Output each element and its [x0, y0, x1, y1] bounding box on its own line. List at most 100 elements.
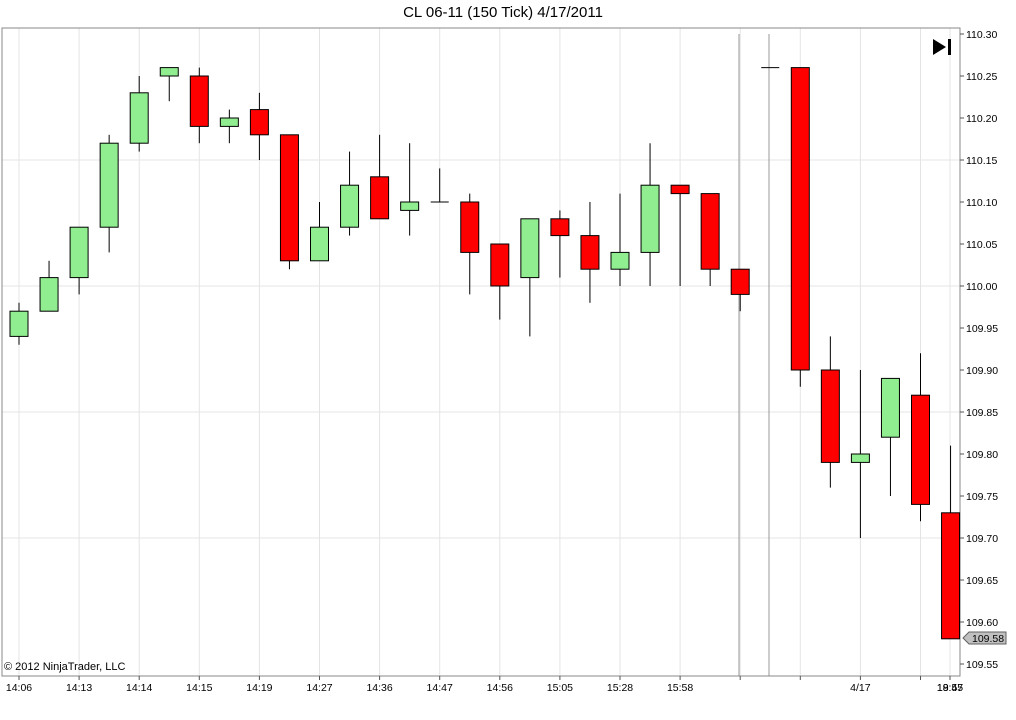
- candle: [370, 134, 390, 220]
- y-tick-label: 110.30: [966, 29, 997, 41]
- candle-body-up: [9, 310, 29, 337]
- y-tick-label: 109.65: [966, 575, 998, 587]
- candle: [99, 134, 119, 253]
- candle-body-down: [911, 394, 930, 505]
- candle-body-down: [370, 176, 390, 220]
- y-axis: 110.30 110.25 110.20 110.15 110.10 110.05 110.…: [960, 29, 998, 671]
- candle-body-up: [640, 184, 660, 253]
- candle-body-down: [700, 193, 720, 270]
- candle: [880, 377, 900, 496]
- y-tick-label: 109.55: [966, 659, 998, 671]
- copyright-notice: © 2012 NinjaTrader, LLC: [4, 661, 126, 673]
- y-tick-label: 110.25: [966, 71, 997, 83]
- x-tick-label: 14:47: [427, 682, 453, 694]
- x-tick-label: 15:58: [667, 682, 693, 694]
- candle-body-down: [279, 134, 299, 262]
- candle: [850, 370, 870, 538]
- candle-body-up: [400, 201, 420, 211]
- x-tick-label: 14:27: [306, 682, 332, 694]
- candle-body-up: [310, 226, 329, 262]
- x-tick-label: 14:06: [6, 682, 32, 694]
- y-tick-label: 109.75: [966, 491, 998, 503]
- grid-lines: [2, 28, 960, 676]
- skip-to-end-icon[interactable]: [932, 37, 954, 59]
- candle-body-down: [820, 369, 840, 463]
- candle-body-up: [99, 142, 119, 228]
- y-tick-label: 109.80: [966, 449, 998, 461]
- candle-body-down: [941, 512, 961, 640]
- candle: [310, 202, 329, 262]
- candle-body-up: [69, 226, 89, 279]
- candle-body-down: [550, 218, 570, 237]
- y-tick-label: 109.90: [966, 365, 998, 377]
- candle: [460, 193, 480, 295]
- x-axis: 14:06 14:13 14:14 14:15 14:19 14:27 14:36 14:47…: [6, 676, 963, 694]
- candle: [700, 193, 720, 286]
- candle: [340, 151, 360, 236]
- x-tick-label: 14:19: [246, 682, 272, 694]
- y-tick-label: 110.20: [966, 113, 997, 125]
- candle-body-down: [189, 75, 209, 127]
- candle-body-down: [670, 184, 690, 195]
- candles: [9, 67, 961, 640]
- candle: [911, 353, 930, 522]
- candle: [640, 143, 660, 286]
- candle-body-down: [460, 201, 480, 253]
- x-tick-label: 18:45: [937, 682, 963, 694]
- candle-body-up: [850, 453, 870, 463]
- x-tick-label: 14:14: [126, 682, 152, 694]
- y-tick-label: 110.10: [966, 197, 997, 209]
- y-tick-label: 110.05: [966, 239, 997, 251]
- y-tick-label: 109.60: [966, 617, 998, 629]
- candle-body-down: [730, 268, 750, 295]
- candle-body-up: [159, 67, 179, 77]
- candle: [790, 67, 810, 387]
- candle: [159, 67, 179, 102]
- candle: [39, 260, 59, 312]
- candle: [189, 67, 209, 144]
- candle-body-down: [580, 235, 600, 270]
- candle: [400, 143, 420, 236]
- candle: [610, 193, 630, 286]
- candle: [820, 336, 840, 488]
- candle: [670, 184, 690, 286]
- candle-body-up: [520, 218, 540, 279]
- candle: [249, 92, 269, 160]
- x-tick-label: 4/17: [850, 682, 871, 694]
- candle: [9, 302, 29, 345]
- candle-body-down: [490, 243, 510, 287]
- y-tick-label: 109.70: [966, 533, 998, 545]
- candle: [580, 202, 600, 303]
- candle: [219, 109, 239, 144]
- y-tick-label: 109.95: [966, 323, 998, 335]
- candle: [69, 226, 89, 295]
- x-tick-label: 14:15: [186, 682, 212, 694]
- candle: [279, 134, 299, 270]
- candle: [730, 268, 750, 312]
- candle-body-up: [39, 277, 59, 312]
- candle-body-down: [790, 67, 810, 371]
- x-tick-label: 14:56: [487, 682, 513, 694]
- candle: [129, 76, 149, 152]
- y-tick-label: 109.85: [966, 407, 998, 419]
- x-tick-label: 15:05: [547, 682, 573, 694]
- candle-body-up: [129, 92, 149, 144]
- last-price-marker: 109.58: [962, 631, 1007, 645]
- candle-body-down: [249, 109, 269, 136]
- candle: [520, 218, 540, 337]
- chart-title: CL 06-11 (150 Tick) 4/17/2011: [403, 4, 603, 21]
- candle: [550, 210, 570, 278]
- x-tick-label: 15:28: [607, 682, 633, 694]
- candle: [941, 445, 961, 640]
- candle-body-up: [340, 184, 360, 228]
- candle: [490, 243, 510, 320]
- x-tick-label: 14:36: [366, 682, 392, 694]
- candle-body-up: [610, 251, 630, 270]
- candle: [430, 168, 449, 203]
- x-tick-label: 14:13: [66, 682, 92, 694]
- last-price-marker-shape: [962, 631, 1007, 645]
- y-tick-label: 110.00: [966, 281, 997, 293]
- candle-body-up: [880, 377, 900, 438]
- y-tick-label: 110.15: [966, 155, 997, 167]
